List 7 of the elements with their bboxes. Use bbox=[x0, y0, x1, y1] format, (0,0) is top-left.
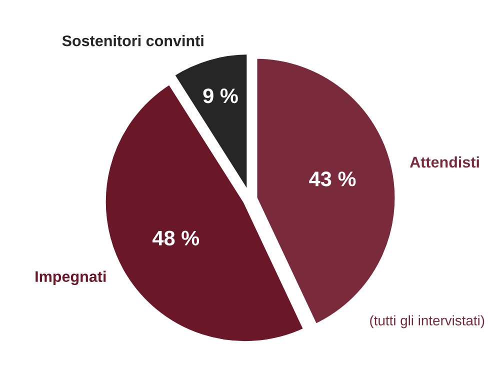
slice-label: Attendisti bbox=[410, 156, 479, 168]
text: (tutti gli intervistati) bbox=[370, 315, 484, 328]
data-label: 48 % bbox=[152, 230, 200, 246]
data-label: 9 % bbox=[203, 88, 238, 104]
slice-label: Impegnati bbox=[36, 270, 106, 286]
data-label: 43 % bbox=[309, 172, 356, 186]
slice-label: Sostenitori convinti bbox=[62, 35, 204, 46]
